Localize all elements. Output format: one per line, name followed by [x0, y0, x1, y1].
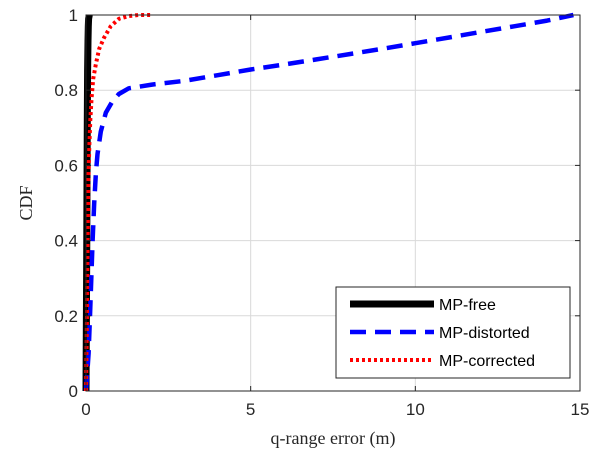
- y-tick-label: 0.8: [54, 81, 78, 100]
- y-tick-label: 0.2: [54, 307, 78, 326]
- series-line-mp-distorted: [83, 12, 574, 392]
- legend: MP-free MP-distorted MP-corrected: [335, 286, 571, 379]
- x-tick-label: 15: [571, 400, 590, 419]
- x-tick-label: 0: [81, 400, 90, 419]
- axes-box: [85, 14, 581, 392]
- y-tick-label: 1: [69, 6, 78, 25]
- x-axis-label: q-range error (m): [271, 428, 396, 449]
- legend-label: MP-distorted: [439, 325, 530, 342]
- y-tick-label: 0.6: [54, 156, 78, 175]
- x-tick-label: 10: [406, 400, 425, 419]
- y-tick-label: 0.4: [54, 232, 78, 251]
- legend-label: MP-free: [439, 297, 496, 314]
- y-tick-label: 0: [69, 382, 78, 401]
- x-tick-label: 5: [246, 400, 255, 419]
- axis-ticks: 0 5 10 15 0 0.2 0.4 0.6 0.8 1: [54, 6, 589, 419]
- series-line-mp-corrected: [84, 13, 152, 392]
- y-axis-label: CDF: [16, 185, 36, 220]
- legend-label: MP-corrected: [439, 353, 535, 370]
